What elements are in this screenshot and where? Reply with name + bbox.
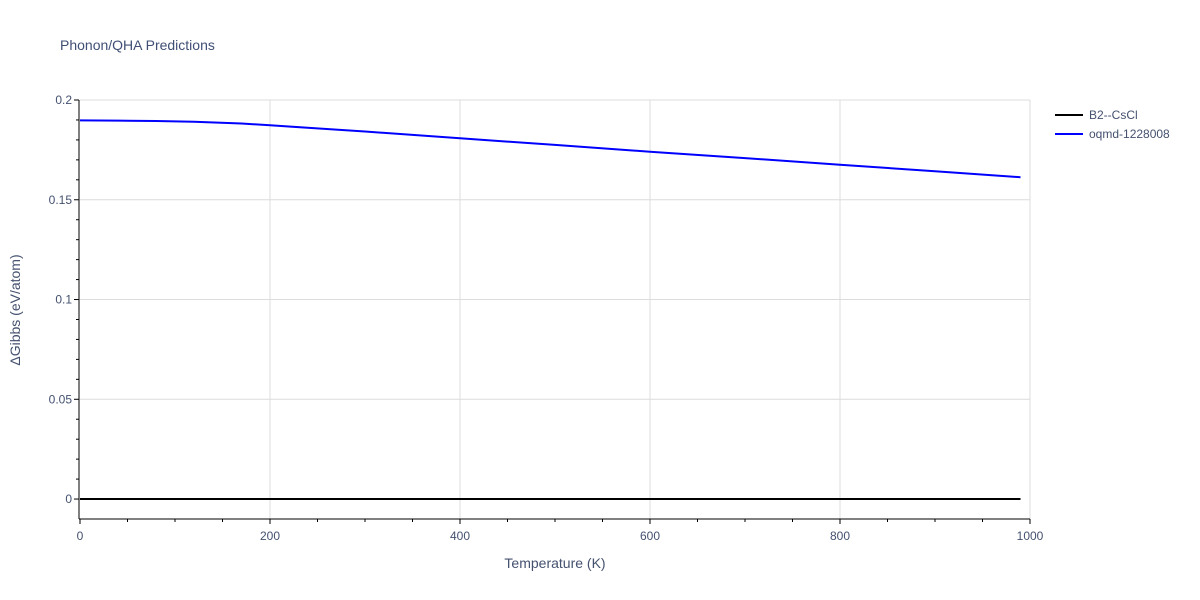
x-tick-label: 1000 — [1017, 529, 1044, 543]
y-tick-label: 0.15 — [49, 193, 73, 207]
y-tick-label: 0.2 — [55, 93, 72, 107]
y-tick-label: 0 — [65, 492, 72, 506]
x-tick-label: 200 — [260, 529, 280, 543]
legend-item[interactable]: B2--CsCl — [1055, 108, 1138, 122]
axes: 0 200 400 600 800 1000 0 0.05 0.1 0.15 0.2 — [49, 93, 1044, 543]
x-axis-title: Temperature (K) — [504, 555, 605, 571]
chart-title: Phonon/QHA Predictions — [60, 37, 215, 53]
y-tick-label: 0.1 — [55, 293, 72, 307]
x-tick-label: 600 — [640, 529, 660, 543]
y-axis-title: ΔGibbs (eV/atom) — [7, 254, 23, 365]
legend-label: oqmd-1228008 — [1089, 127, 1170, 141]
grid-lines — [80, 99, 1031, 519]
series-line-2[interactable] — [79, 119, 1021, 179]
y-tick-label: 0.05 — [49, 392, 73, 406]
x-tick-label: 400 — [450, 529, 470, 543]
data-series — [79, 119, 1021, 500]
legend-label: B2--CsCl — [1089, 108, 1138, 122]
x-tick-label: 800 — [830, 529, 850, 543]
legend-item[interactable]: oqmd-1228008 — [1055, 127, 1170, 141]
legend[interactable]: B2--CsCl oqmd-1228008 — [1055, 108, 1170, 141]
x-tick-label: 0 — [77, 529, 84, 543]
